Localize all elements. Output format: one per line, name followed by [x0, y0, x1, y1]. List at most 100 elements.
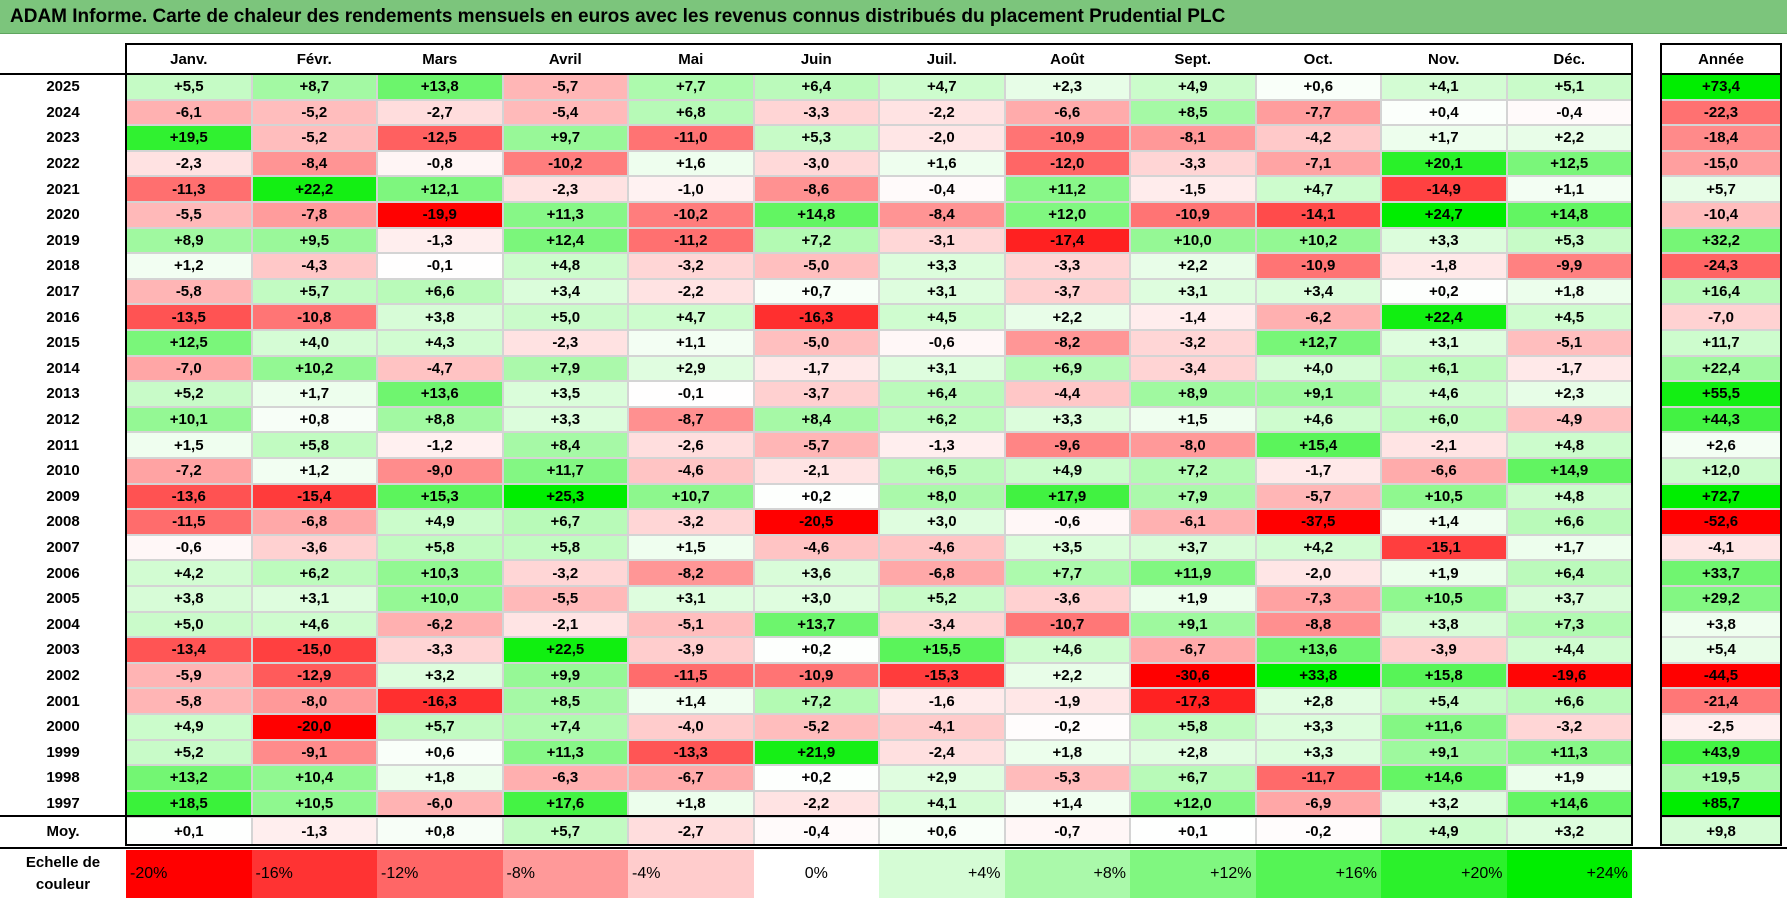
heatmap-cell: +1,8: [1506, 278, 1632, 305]
heatmap-cell: -12,5: [377, 125, 503, 151]
heatmap-cell: +12,4: [502, 227, 628, 254]
heatmap-cell: -12,0: [1004, 150, 1130, 177]
year-label: 2002: [46, 667, 80, 685]
year-label: 2008: [46, 513, 80, 531]
heatmap-cell: +25,3: [502, 483, 628, 510]
heatmap-cell: -5,2: [251, 125, 377, 151]
heatmap-cell: +0,2: [1381, 278, 1507, 305]
heatmap-cell: -10,2: [502, 150, 628, 177]
heatmap-cell: -8,0: [251, 688, 377, 714]
heatmap-cell: +6,6: [1506, 509, 1632, 535]
heatmap-cell: -6,3: [502, 765, 628, 791]
heatmap-cell: +13,8: [377, 74, 503, 100]
heatmap-cell: +2,2: [1506, 125, 1632, 151]
year-total-cell: +29,2: [1661, 586, 1781, 612]
heatmap-cell: +1,5: [628, 534, 754, 561]
scale-cell: -8%: [502, 850, 628, 898]
heatmap-cell: +4,5: [879, 304, 1005, 330]
heatmap-cell: -9,9: [1506, 253, 1632, 279]
heatmap-cell: +3,1: [1130, 278, 1256, 305]
heatmap-cell: +1,8: [1004, 739, 1130, 766]
heatmap-cell: +5,4: [1381, 688, 1507, 714]
heatmap-cell: +12,5: [1506, 150, 1632, 177]
year-total-cell: +12,0: [1661, 458, 1781, 484]
heatmap-cell: +1,1: [1506, 176, 1632, 202]
heatmap-cell: +14,9: [1506, 458, 1632, 484]
heatmap-cell: -14,1: [1255, 202, 1381, 228]
heatmap-cell: +11,2: [1004, 176, 1130, 202]
heatmap-cell: -0,8: [377, 150, 503, 177]
heatmap-cell: +10,5: [1381, 483, 1507, 510]
heatmap-cell: +3,0: [879, 509, 1005, 535]
heatmap-cell: +4,5: [1506, 304, 1632, 330]
heatmap-cell: -20,5: [753, 509, 879, 535]
heatmap-cell: -0,1: [377, 253, 503, 279]
heatmap-cell: +7,4: [502, 714, 628, 740]
heatmap-cell: +12,7: [1255, 330, 1381, 356]
year-label: 2018: [46, 257, 80, 275]
heatmap-cell: -16,3: [753, 304, 879, 330]
heatmap-cell: -10,9: [1004, 125, 1130, 151]
heatmap-cell: +3,3: [1004, 406, 1130, 433]
month-header: Avril: [548, 50, 582, 68]
heatmap-cell: +10,5: [251, 790, 377, 817]
heatmap-cell: +8,9: [126, 227, 252, 254]
heatmap-cell: +33,8: [1255, 662, 1381, 689]
heatmap-cell: -9,0: [377, 458, 503, 484]
heatmap-cell: +13,2: [126, 765, 252, 791]
heatmap-cell: +3,6: [753, 560, 879, 586]
heatmap-cell: -3,7: [753, 381, 879, 407]
heatmap-cell: +12,0: [1004, 202, 1130, 228]
heatmap-cell: +3,1: [251, 586, 377, 612]
heatmap-cell: +7,2: [1130, 458, 1256, 484]
year-label: 2016: [46, 308, 80, 326]
heatmap-cell: -8,6: [753, 176, 879, 202]
heatmap-cell: -3,4: [879, 611, 1005, 638]
heatmap-cell: +15,5: [879, 637, 1005, 663]
heatmap-cell: +21,9: [753, 739, 879, 766]
heatmap-cell: +5,2: [126, 381, 252, 407]
heatmap-cell: -0,4: [1506, 99, 1632, 126]
heatmap-cell: +5,7: [377, 714, 503, 740]
heatmap-cell: +12,5: [126, 330, 252, 356]
year-label: 2013: [46, 385, 80, 403]
heatmap-cell: -0,6: [1004, 509, 1130, 535]
year-label: 2025: [46, 78, 80, 96]
heatmap-cell: +8,0: [879, 483, 1005, 510]
heatmap-cell: -5,4: [502, 99, 628, 126]
heatmap-cell: +4,2: [1255, 534, 1381, 561]
heatmap-cell: -3,9: [1381, 637, 1507, 663]
heatmap-cell: -3,1: [879, 227, 1005, 254]
heatmap-cell: -6,0: [377, 790, 503, 817]
heatmap-cell: -17,3: [1130, 688, 1256, 714]
heatmap-cell: -11,5: [126, 509, 252, 535]
heatmap-cell: +4,7: [1255, 176, 1381, 202]
heatmap-cell: +11,9: [1130, 560, 1256, 586]
heatmap-cell: +3,1: [879, 278, 1005, 305]
average-cell: +0,6: [879, 817, 1005, 846]
year-label: 2006: [46, 564, 80, 582]
heatmap-cell: +2,8: [1130, 739, 1256, 766]
year-total-cell: +3,8: [1661, 611, 1781, 638]
year-label: 2004: [46, 615, 80, 633]
heatmap-cell: -1,7: [753, 355, 879, 382]
heatmap-cell: +15,3: [377, 483, 503, 510]
heatmap-cell: +4,9: [126, 714, 252, 740]
year-total-cell: -52,6: [1661, 509, 1781, 535]
heatmap-cell: +4,0: [251, 330, 377, 356]
scale-cell: 0%: [753, 850, 879, 898]
heatmap-cell: -15,3: [879, 662, 1005, 689]
heatmap-cell: -6,8: [879, 560, 1005, 586]
heatmap-cell: -6,8: [251, 509, 377, 535]
heatmap-cell: -4,0: [628, 714, 754, 740]
heatmap-cell: -10,7: [1004, 611, 1130, 638]
heatmap-cell: +2,2: [1130, 253, 1256, 279]
heatmap-cell: +4,9: [1130, 74, 1256, 100]
heatmap-cell: +6,9: [1004, 355, 1130, 382]
heatmap-cell: +5,0: [502, 304, 628, 330]
heatmap-cell: -4,6: [879, 534, 1005, 561]
heatmap-cell: -8,4: [251, 150, 377, 177]
month-header: Juil.: [926, 50, 957, 68]
heatmap-cell: -8,0: [1130, 432, 1256, 458]
heatmap-cell: -7,7: [1255, 99, 1381, 126]
